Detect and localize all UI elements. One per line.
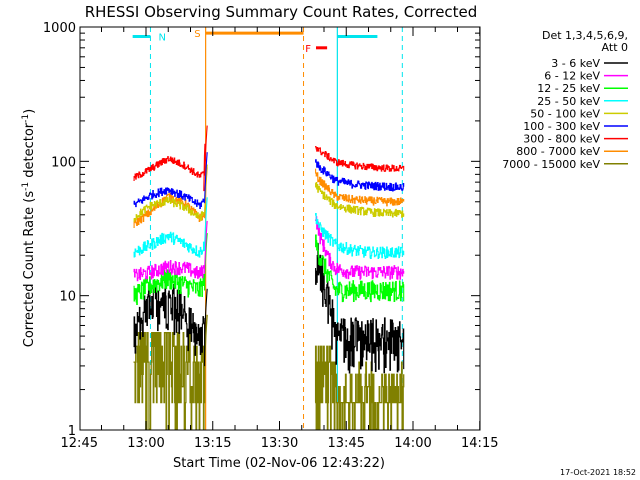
y-tick-label-3: 1000 [43,21,76,36]
legend-label-7: 800 - 7000 keV [516,145,600,158]
timestamp: 17-Oct-2021 18:52 [560,468,636,477]
series-0-trace [133,243,405,374]
series-6-post-line [315,145,405,172]
y-tick-label-0: 1 [68,424,76,439]
ylabel-part-sup2: -1 [21,114,31,123]
legend-label-5: 100 - 300 keV [523,120,600,133]
series-3-trace [133,197,405,260]
series-5-trace [133,152,405,209]
flare-spike-line [203,143,207,192]
series-4-trace [133,164,405,223]
chart-title: RHESSI Observing Summary Count Rates, Co… [85,3,478,21]
y-tick-label-1: 10 [59,290,76,305]
ylabel-part-main: Corrected Count Rate (s [22,191,37,348]
legend-label-1: 6 - 12 keV [544,70,600,83]
x-axis-label: Start Time (02-Nov-06 12:43:22) [173,456,385,471]
series-2-post-line [315,234,405,303]
x-tick-label-3: 13:30 [261,436,298,451]
legend-label-2: 12 - 25 keV [537,82,600,95]
legend-label-3: 25 - 50 keV [537,95,600,108]
plot-area: N S F [132,27,405,430]
x-tick-label-2: 13:15 [194,436,231,451]
x-tick-label-1: 13:00 [127,436,164,451]
series-0-pre-line [133,276,208,367]
series-0-post-line [315,243,405,374]
x-tick-label-0: 12:45 [61,436,98,451]
legend-label-6: 300 - 800 keV [523,133,600,146]
interval-label-1: S [194,29,200,40]
series-8-post-line [314,345,405,430]
series-5-post-line [315,159,405,192]
series-4-post-line [315,182,405,218]
x-tick-label-6: 14:15 [461,436,498,451]
legend-header-line-2: Att 0 [602,41,628,54]
x-tick-label-5: 14:00 [394,436,431,451]
series-3-pre-line [133,197,208,258]
legend-label-0: 3 - 6 keV [551,57,600,70]
series-1-trace [133,216,405,282]
series-3-post-line [315,213,405,260]
legend-header-line-1: Det 1,3,4,5,6,9, [542,29,628,42]
legend-label-4: 50 - 100 keV [530,107,600,120]
interval-label-2: F [305,44,311,55]
legend-label-8: 7000 - 15000 keV [502,158,600,171]
plot-clip-group [133,27,405,430]
series-6-trace [133,125,405,182]
series-6-pre-line [133,125,208,182]
axes: 1 10 100 1000 12:45 13:00 13:15 13:30 13:45 14:00… [43,21,499,451]
y-tick-label-2: 100 [51,155,76,170]
ylabel-part-mid: detector [22,122,37,182]
series-1-post-line [315,216,405,280]
series-5-pre-line [133,152,208,209]
ylabel-part-sup1: -1 [21,182,31,191]
series-7-post-line [315,168,405,207]
series-7-trace [133,167,405,229]
series-7-pre-line [133,167,208,229]
ylabel-part-end: ) [22,109,37,114]
x-tick-label-4: 13:45 [328,436,365,451]
y-axis-label: Corrected Count Rate (s-1 detector-1) [21,109,37,347]
interval-label-0: N [158,32,165,43]
series-4-pre-line [133,164,208,223]
series-1-pre-line [133,220,208,282]
